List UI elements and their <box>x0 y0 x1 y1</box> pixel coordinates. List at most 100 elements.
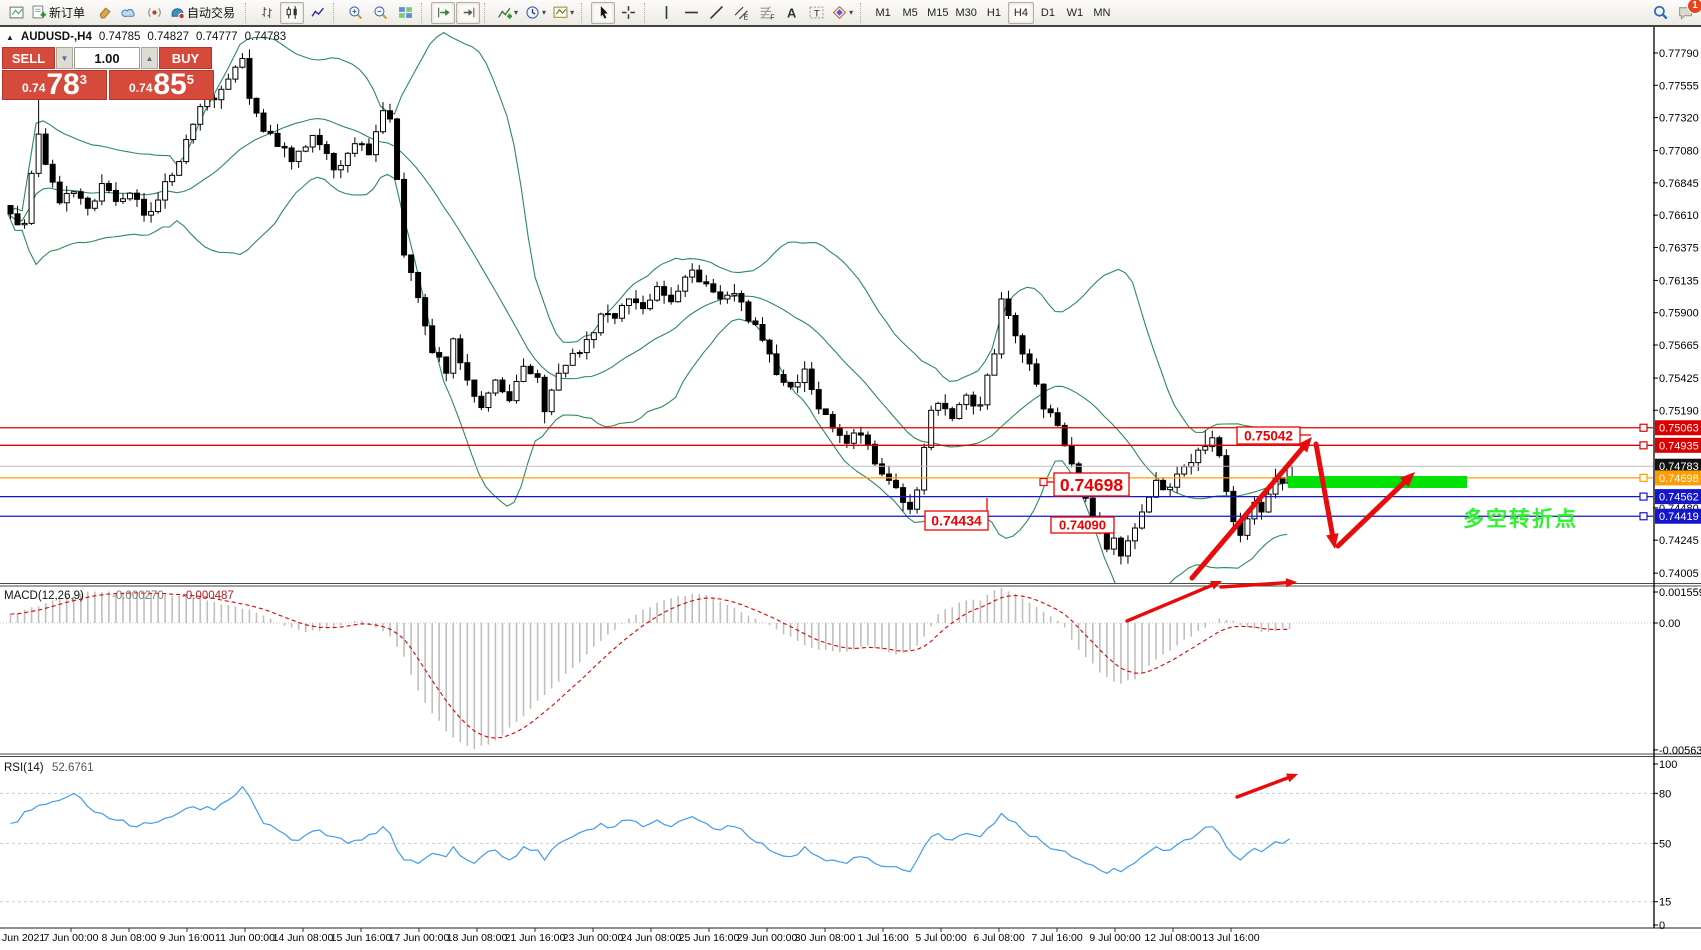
buy-price-sup: 5 <box>186 72 194 87</box>
svg-text:0.77320: 0.77320 <box>1659 113 1699 125</box>
buy-button[interactable]: BUY <box>159 47 212 69</box>
indicators-button[interactable]: ▾ <box>494 2 521 24</box>
one-click-top-row: SELL ▼ ▲ BUY <box>2 47 214 69</box>
svg-text:0.76845: 0.76845 <box>1659 178 1699 190</box>
svg-text:0.74698: 0.74698 <box>1060 475 1124 495</box>
svg-text:E: E <box>743 14 748 21</box>
svg-text:18 Jun 08:00: 18 Jun 08:00 <box>447 932 508 944</box>
macd-value-2: -0.000487 <box>182 590 234 602</box>
svg-text:Jun 2021: Jun 2021 <box>2 932 45 944</box>
chart-shift-button[interactable] <box>456 1 481 24</box>
toolbar-separator <box>484 2 489 23</box>
timeframe-W1[interactable]: W1 <box>1066 6 1084 19</box>
shapes-button[interactable]: ▾ <box>829 2 856 24</box>
svg-text:A: A <box>787 5 796 20</box>
trendline-button[interactable] <box>704 2 728 24</box>
timeframe-M1[interactable]: M1 <box>875 6 891 19</box>
trend-arrow[interactable] <box>1286 773 1298 783</box>
auto-scroll-button[interactable] <box>431 1 456 24</box>
sell-price[interactable]: 0.74 78 3 <box>2 70 107 100</box>
zoom-in-button[interactable] <box>343 2 367 24</box>
zoom-out-button[interactable] <box>368 2 392 24</box>
trend-arrow[interactable] <box>1297 437 1312 453</box>
svg-text:0.75063: 0.75063 <box>1659 423 1699 435</box>
charts-window-icon[interactable] <box>4 2 28 24</box>
trend-arrow[interactable] <box>1399 472 1415 487</box>
templates-button[interactable]: ▾ <box>550 2 577 24</box>
horizontal-level-lines[interactable] <box>0 423 1653 521</box>
svg-text:30 Jun 08:00: 30 Jun 08:00 <box>795 932 856 944</box>
text-button[interactable]: A <box>779 2 803 24</box>
new-order-button[interactable]: 新订单 <box>29 2 91 24</box>
price-annotation-box[interactable] <box>924 510 989 531</box>
search-button[interactable] <box>1648 2 1672 24</box>
text-label-button[interactable]: T <box>804 2 828 24</box>
svg-text:15 Jun 16:00: 15 Jun 16:00 <box>331 932 392 944</box>
toolbar-separator <box>421 2 426 23</box>
timeframe-MN[interactable]: MN <box>1093 6 1111 19</box>
sell-button[interactable]: SELL <box>2 47 55 69</box>
publisher-button[interactable] <box>117 2 141 24</box>
chevron-down-icon[interactable]: ▾ <box>514 8 519 17</box>
svg-text:-0.005634: -0.005634 <box>1659 745 1701 757</box>
trend-arrow[interactable] <box>1326 533 1339 549</box>
timeframe-M15[interactable]: M15 <box>927 6 949 19</box>
line-chart-button[interactable] <box>305 2 329 24</box>
svg-text:0.75190: 0.75190 <box>1659 405 1699 417</box>
toolbar-separator <box>644 2 649 23</box>
signals-button[interactable] <box>142 2 166 24</box>
chevron-down-icon[interactable]: ▾ <box>542 8 547 17</box>
price-annotation-box[interactable] <box>1050 516 1115 534</box>
trend-arrow[interactable] <box>1285 578 1297 588</box>
volume-decrease-button[interactable]: ▼ <box>56 47 73 69</box>
svg-text:23 Jun 00:00: 23 Jun 00:00 <box>563 932 624 944</box>
horizontal-line-button[interactable] <box>679 2 703 24</box>
volume-increase-button[interactable]: ▲ <box>141 47 158 69</box>
vertical-line-button[interactable] <box>654 2 678 24</box>
svg-text:0.75900: 0.75900 <box>1659 308 1699 320</box>
svg-text:100: 100 <box>1659 759 1677 771</box>
svg-text:0.74419: 0.74419 <box>1659 511 1699 523</box>
price-annotation-box[interactable] <box>1053 472 1130 497</box>
svg-text:12 Jul 08:00: 12 Jul 08:00 <box>1144 932 1201 944</box>
buy-price[interactable]: 0.74 85 5 <box>109 70 214 100</box>
svg-text:7 Jul 16:00: 7 Jul 16:00 <box>1031 932 1083 944</box>
fibonacci-button[interactable]: F <box>754 2 778 24</box>
autotrading-button[interactable]: 自动交易 <box>167 2 241 24</box>
bar-chart-button[interactable] <box>255 2 279 24</box>
svg-text:50: 50 <box>1659 838 1671 850</box>
svg-text:0.75042: 0.75042 <box>1244 428 1293 443</box>
equidistant-channel-button[interactable]: E <box>729 2 753 24</box>
toolbar-separator <box>581 2 586 23</box>
volume-input[interactable] <box>74 47 140 69</box>
svg-text:7 Jun 00:00: 7 Jun 00:00 <box>44 932 99 944</box>
svg-text:0.74434: 0.74434 <box>931 513 982 529</box>
svg-text:21 Jun 16:00: 21 Jun 16:00 <box>505 932 566 944</box>
notifications-button[interactable]: 1 <box>1673 0 1701 24</box>
periods-button[interactable]: ▾ <box>522 2 549 24</box>
timeframe-H4[interactable]: H4 <box>1007 1 1034 24</box>
timeframe-D1[interactable]: D1 <box>1040 6 1055 19</box>
svg-text:0.76375: 0.76375 <box>1659 242 1699 254</box>
sell-price-sup: 3 <box>79 72 87 87</box>
chevron-down-icon[interactable]: ▾ <box>849 8 854 17</box>
price-axis: 0.77790 0.77555 0.77320 0.77080 0.76845 0.766… <box>0 27 1701 932</box>
timeframe-M5[interactable]: M5 <box>902 6 918 19</box>
timeframe-H1[interactable]: H1 <box>986 6 1001 19</box>
collapse-icon[interactable]: ▲ <box>6 32 14 42</box>
candlestick-chart-button[interactable] <box>280 1 305 24</box>
toolbar-separator <box>860 2 865 23</box>
chevron-down-icon[interactable]: ▾ <box>570 8 575 17</box>
trend-arrow[interactable] <box>1210 581 1222 590</box>
drawn-annotations[interactable]: 0.75042 0.74698 0.74434 0.74090 多空转折点 <box>924 426 1578 799</box>
price-annotation-box[interactable] <box>1236 426 1301 445</box>
svg-text:80: 80 <box>1659 788 1671 800</box>
timeframe-M30[interactable]: M30 <box>955 6 977 19</box>
tile-windows-button[interactable] <box>393 2 417 24</box>
crosshair-button[interactable] <box>616 2 640 24</box>
green-zone-rectangle[interactable] <box>1288 476 1467 488</box>
cursor-button[interactable] <box>591 1 616 24</box>
rsi-value: 52.6761 <box>52 762 94 774</box>
eraser-button[interactable] <box>92 2 116 24</box>
